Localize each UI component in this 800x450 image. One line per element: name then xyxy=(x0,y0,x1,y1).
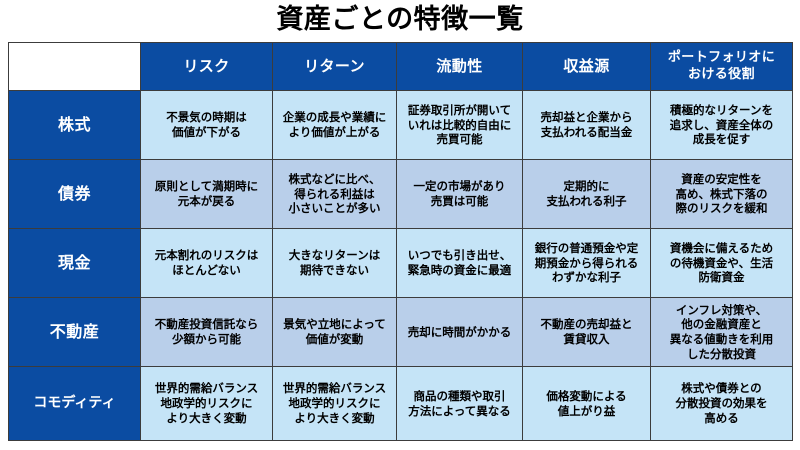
cell-stocks-portfolio-role: 積極的なリターンを 追求し、資産全体の 成長を促す xyxy=(650,90,793,160)
cell-text: 商品の種類や取引 方法によって異なる xyxy=(408,388,511,418)
cell-stocks-income-source: 売却益と企業から 支払われる配当金 xyxy=(522,90,651,160)
cell-text: 企業の成長や業績に より価値が上がる xyxy=(282,110,387,139)
cell-bonds-liquidity: 一定の市場があり 売買は可能 xyxy=(396,159,523,229)
cell-commodity-risk: 世界的需給バランス 地政学的リスクに より大きく変動 xyxy=(140,366,273,441)
row-label-bonds: 債券 xyxy=(8,159,141,229)
cell-text: 資機会に備えるため の待機資金や、生活 防衛資金 xyxy=(669,240,774,285)
cell-commodity-liquidity: 商品の種類や取引 方法によって異なる xyxy=(396,366,523,441)
cell-bonds-return: 株式などに比べ、 得られる利益は 小さいことが多い xyxy=(272,159,397,229)
column-header-portfolio-role: ポートフォリオに おける役割 xyxy=(650,42,793,91)
cell-text: 大きなリターンは 期待できない xyxy=(288,248,381,277)
cell-real-estate-risk: 不動産投資信託なら 少額から可能 xyxy=(140,297,273,367)
cell-text: 不動産の売却益と 賃貸収入 xyxy=(540,317,633,346)
cell-stocks-return: 企業の成長や業績に より価値が上がる xyxy=(272,90,397,160)
cell-text: 世界的需給バランス 地政学的リスクに より大きく変動 xyxy=(154,381,259,425)
cell-stocks-risk: 不景気の時期は 価値が下がる xyxy=(140,90,273,160)
cell-commodity-return: 世界的需給バランス 地政学的リスクに より大きく変動 xyxy=(272,366,397,441)
column-header-portfolio-role-line2: おける役割 xyxy=(687,66,755,82)
cell-text: 証券取引所が開いて いれは比較的自由に 売買可能 xyxy=(407,102,512,147)
cell-text: 売却益と企業から 支払われる配当金 xyxy=(540,110,633,139)
table-row: 債券 原則として満期時に 元本が戻る 株式などに比べ、 得られる利益は 小さいこ… xyxy=(8,159,793,229)
cell-text: 積極的なリターンを 追求し、資産全体の 成長を促す xyxy=(669,102,774,147)
cell-cash-risk: 元本割れのリスクは ほとんどない xyxy=(140,228,273,298)
cell-bonds-income-source: 定期的に 支払われる利子 xyxy=(522,159,651,229)
cell-text: インフレ対策や、 他の金融資産と 異なる値動きを利用 した分散投資 xyxy=(669,302,774,361)
cell-text: 資産の安定性を 高め、株式下落の 際のリスクを緩和 xyxy=(675,171,768,216)
column-header-risk: リスク xyxy=(140,42,273,91)
cell-text: 株式や債券との 分散投資の効果を 高める xyxy=(675,381,768,425)
cell-text: 一定の市場があり 売買は可能 xyxy=(413,179,506,208)
cell-text: 不動産投資信託なら 少額から可能 xyxy=(154,317,259,346)
cell-real-estate-income-source: 不動産の売却益と 賃貸収入 xyxy=(522,297,651,367)
cell-real-estate-portfolio-role: インフレ対策や、 他の金融資産と 異なる値動きを利用 した分散投資 xyxy=(650,297,793,367)
table-row: 株式 不景気の時期は 価値が下がる 企業の成長や業績に より価値が上がる 証券取… xyxy=(8,90,793,160)
column-header-income-source: 収益源 xyxy=(522,42,651,91)
table-header-row: リスク リターン 流動性 収益源 ポートフォリオに おける役割 xyxy=(8,42,793,91)
cell-text: 世界的需給バランス 地政学的リスクに より大きく変動 xyxy=(282,381,387,425)
cell-text: 元本割れのリスクは ほとんどない xyxy=(154,248,259,277)
cell-text: 不景気の時期は 価値が下がる xyxy=(166,110,247,139)
column-header-return: リターン xyxy=(272,42,397,91)
table-row: 現金 元本割れのリスクは ほとんどない 大きなリターンは 期待できない いつでも… xyxy=(8,228,793,298)
cell-text: 銀行の普通預金や定 期預金から得られる わずかな利子 xyxy=(534,240,639,285)
asset-comparison-table: リスク リターン 流動性 収益源 ポートフォリオに おける役割 株式 不景気の時… xyxy=(8,42,793,441)
cell-bonds-portfolio-role: 資産の安定性を 高め、株式下落の 際のリスクを緩和 xyxy=(650,159,793,229)
cell-text: 売却に時間がかかる xyxy=(407,324,512,339)
cell-cash-return: 大きなリターンは 期待できない xyxy=(272,228,397,298)
row-label-real-estate: 不動産 xyxy=(8,297,141,367)
cell-real-estate-return: 景気や立地によって 価値が変動 xyxy=(272,297,397,367)
row-label-cash: 現金 xyxy=(8,228,141,298)
column-header-portfolio-role-line1: ポートフォリオに xyxy=(667,50,776,66)
cell-text: 景気や立地によって 価値が変動 xyxy=(283,317,386,346)
cell-bonds-risk: 原則として満期時に 元本が戻る xyxy=(140,159,273,229)
cell-text: 定期的に 支払われる利子 xyxy=(546,179,627,208)
asset-comparison-table-wrapper: リスク リターン 流動性 収益源 ポートフォリオに おける役割 株式 不景気の時… xyxy=(8,42,793,441)
cell-cash-liquidity: いつでも引き出せ、 緊急時の資金に最適 xyxy=(396,228,523,298)
table-row: 不動産 不動産投資信託なら 少額から可能 景気や立地によって 価値が変動 売却に… xyxy=(8,297,793,367)
cell-stocks-liquidity: 証券取引所が開いて いれは比較的自由に 売買可能 xyxy=(396,90,523,160)
cell-text: 株式などに比べ、 得られる利益は 小さいことが多い xyxy=(288,171,381,216)
cell-commodity-portfolio-role: 株式や債券との 分散投資の効果を 高める xyxy=(650,366,793,441)
cell-text: いつでも引き出せ、 緊急時の資金に最適 xyxy=(407,248,512,277)
row-label-commodity: コモディティ xyxy=(8,366,141,441)
cell-text: 価格変動による 値上がり益 xyxy=(546,388,627,418)
cell-cash-portfolio-role: 資機会に備えるため の待機資金や、生活 防衛資金 xyxy=(650,228,793,298)
cell-real-estate-liquidity: 売却に時間がかかる xyxy=(396,297,523,367)
cell-commodity-income-source: 価格変動による 値上がり益 xyxy=(522,366,651,441)
table-row: コモディティ 世界的需給バランス 地政学的リスクに より大きく変動 世界的需給バ… xyxy=(8,366,793,441)
cell-cash-income-source: 銀行の普通預金や定 期預金から得られる わずかな利子 xyxy=(522,228,651,298)
column-header-liquidity: 流動性 xyxy=(396,42,523,91)
cell-text: 原則として満期時に 元本が戻る xyxy=(154,179,259,208)
row-label-stocks: 株式 xyxy=(8,90,141,160)
page-title: 資産ごとの特徴一覧 xyxy=(276,4,524,35)
table-corner-cell xyxy=(8,42,141,91)
